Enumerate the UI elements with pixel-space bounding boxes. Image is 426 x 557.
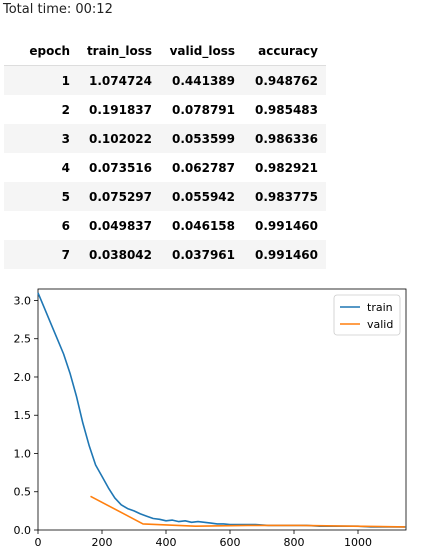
cell-train-loss: 0.191837 bbox=[78, 95, 160, 124]
legend-box bbox=[333, 294, 401, 336]
cell-epoch: 1 bbox=[4, 65, 78, 95]
cell-epoch: 3 bbox=[4, 124, 78, 153]
cell-train-loss: 0.049837 bbox=[78, 211, 160, 240]
cell-accuracy: 0.986336 bbox=[243, 124, 326, 153]
table-row: 7 0.038042 0.037961 0.991460 bbox=[4, 240, 326, 269]
cell-accuracy: 0.983775 bbox=[243, 182, 326, 211]
cell-epoch: 2 bbox=[4, 95, 78, 124]
cell-accuracy: 0.982921 bbox=[243, 153, 326, 182]
cell-accuracy: 0.991460 bbox=[243, 240, 326, 269]
x-tick-label: 0 bbox=[35, 536, 42, 549]
plot-frame bbox=[37, 288, 407, 531]
loss-chart: 0.0 0.5 1.0 1.5 2.0 2.5 3.0 0 200 400 600 800 1000 tr… bbox=[0, 283, 426, 557]
x-tick-label: 400 bbox=[156, 536, 177, 549]
y-tick-label: 2.0 bbox=[14, 371, 32, 384]
header-train-loss: train_loss bbox=[78, 36, 160, 66]
table-row: 6 0.049837 0.046158 0.991460 bbox=[4, 211, 326, 240]
cell-train-loss: 0.102022 bbox=[78, 124, 160, 153]
header-epoch: epoch bbox=[4, 36, 78, 66]
cell-train-loss: 1.074724 bbox=[78, 65, 160, 95]
cell-train-loss: 0.073516 bbox=[78, 153, 160, 182]
cell-valid-loss: 0.441389 bbox=[160, 65, 243, 95]
header-accuracy: accuracy bbox=[243, 36, 326, 66]
legend-label-valid: valid bbox=[367, 318, 393, 331]
cell-accuracy: 0.991460 bbox=[243, 211, 326, 240]
cell-train-loss: 0.038042 bbox=[78, 240, 160, 269]
table-row: 5 0.075297 0.055942 0.983775 bbox=[4, 182, 326, 211]
header-valid-loss: valid_loss bbox=[160, 36, 243, 66]
loss-chart-svg: 0.0 0.5 1.0 1.5 2.0 2.5 3.0 0 200 400 600 800 1000 tr… bbox=[14, 288, 407, 549]
cell-accuracy: 0.985483 bbox=[243, 95, 326, 124]
cell-accuracy: 0.948762 bbox=[243, 65, 326, 95]
table-row: 4 0.073516 0.062787 0.982921 bbox=[4, 153, 326, 182]
y-tick-label: 0.5 bbox=[14, 486, 32, 499]
cell-epoch: 5 bbox=[4, 182, 78, 211]
cell-epoch: 7 bbox=[4, 240, 78, 269]
y-tick-label: 0.0 bbox=[14, 524, 32, 537]
x-tick-label: 800 bbox=[284, 536, 305, 549]
table-row: 3 0.102022 0.053599 0.986336 bbox=[4, 124, 326, 153]
y-tick-label: 1.5 bbox=[14, 409, 32, 422]
cell-valid-loss: 0.046158 bbox=[160, 211, 243, 240]
y-tick-label: 1.0 bbox=[14, 447, 32, 460]
total-time-label: Total time: 00:12 bbox=[3, 2, 113, 17]
cell-valid-loss: 0.062787 bbox=[160, 153, 243, 182]
x-tick-label: 1000 bbox=[344, 536, 372, 549]
y-tick-label: 2.5 bbox=[14, 333, 32, 346]
legend-label-train: train bbox=[367, 301, 393, 314]
cell-epoch: 4 bbox=[4, 153, 78, 182]
cell-valid-loss: 0.055942 bbox=[160, 182, 243, 211]
series-line-valid bbox=[90, 495, 406, 528]
cell-train-loss: 0.075297 bbox=[78, 182, 160, 211]
x-tick-label: 600 bbox=[220, 536, 241, 549]
y-tick-label: 3.0 bbox=[14, 294, 32, 307]
cell-valid-loss: 0.078791 bbox=[160, 95, 243, 124]
table-row: 2 0.191837 0.078791 0.985483 bbox=[4, 95, 326, 124]
cell-epoch: 6 bbox=[4, 211, 78, 240]
training-results-table: epoch train_loss valid_loss accuracy 1 1… bbox=[4, 36, 326, 269]
x-tick-label: 200 bbox=[92, 536, 113, 549]
cell-valid-loss: 0.037961 bbox=[160, 240, 243, 269]
cell-valid-loss: 0.053599 bbox=[160, 124, 243, 153]
table-row: 1 1.074724 0.441389 0.948762 bbox=[4, 65, 326, 95]
table-header-row: epoch train_loss valid_loss accuracy bbox=[4, 36, 326, 66]
